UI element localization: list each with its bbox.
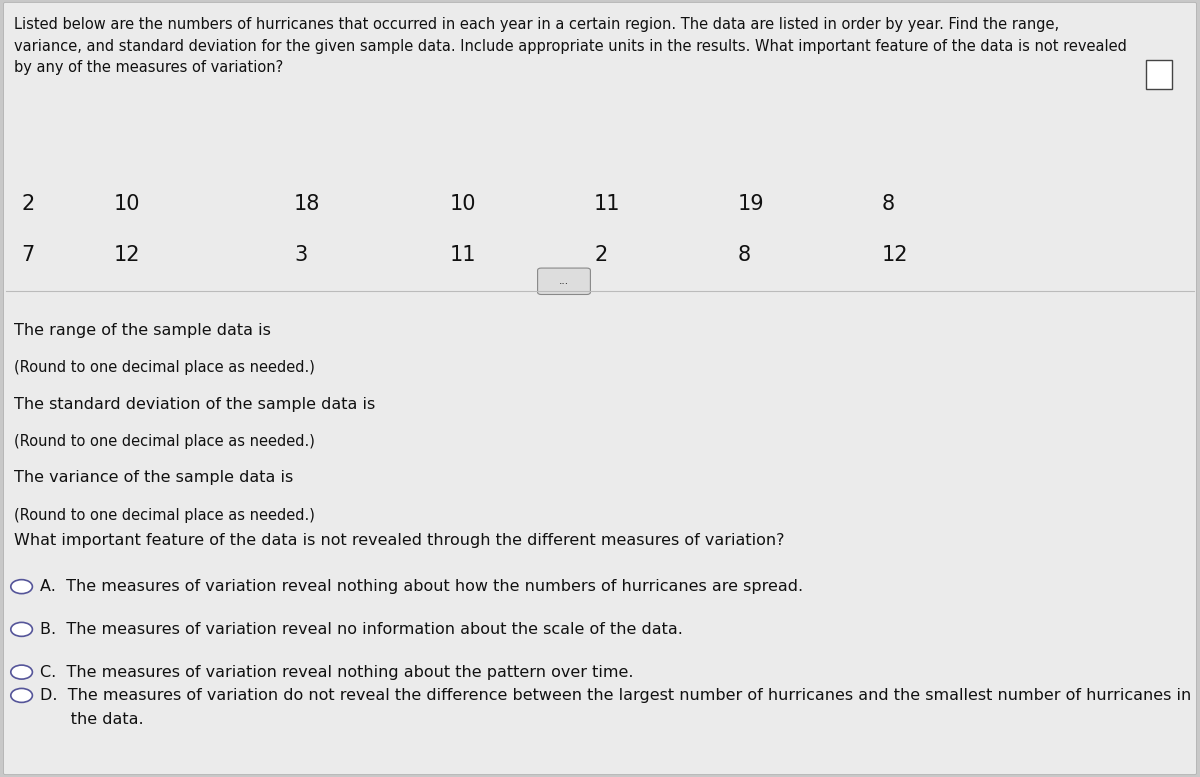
Text: B.  The measures of variation reveal no information about the scale of the data.: B. The measures of variation reveal no i…: [40, 622, 683, 637]
Text: Listed below are the numbers of hurricanes that occurred in each year in a certa: Listed below are the numbers of hurrican…: [14, 17, 1127, 75]
Bar: [1146, 60, 1172, 89]
Text: 8: 8: [882, 194, 895, 214]
Text: What important feature of the data is not revealed through the different measure: What important feature of the data is no…: [14, 532, 785, 548]
Circle shape: [11, 622, 32, 636]
Text: 2: 2: [594, 245, 607, 265]
Text: The range of the sample data is: The range of the sample data is: [14, 322, 271, 338]
Text: D.  The measures of variation do not reveal the difference between the largest n: D. The measures of variation do not reve…: [40, 688, 1190, 703]
Text: 11: 11: [594, 194, 620, 214]
FancyBboxPatch shape: [538, 268, 590, 294]
Text: 18: 18: [294, 194, 320, 214]
Text: A.  The measures of variation reveal nothing about how the numbers of hurricanes: A. The measures of variation reveal noth…: [40, 579, 803, 594]
Text: The variance of the sample data is: The variance of the sample data is: [14, 470, 294, 486]
Text: C.  The measures of variation reveal nothing about the pattern over time.: C. The measures of variation reveal noth…: [40, 664, 634, 680]
Circle shape: [11, 580, 32, 594]
Text: 3: 3: [294, 245, 307, 265]
Text: The standard deviation of the sample data is: The standard deviation of the sample dat…: [14, 396, 376, 412]
Text: (Round to one decimal place as needed.): (Round to one decimal place as needed.): [14, 434, 316, 449]
FancyBboxPatch shape: [4, 2, 1196, 775]
Text: ...: ...: [559, 277, 569, 286]
Text: 8: 8: [738, 245, 751, 265]
Circle shape: [11, 688, 32, 702]
Text: (Round to one decimal place as needed.): (Round to one decimal place as needed.): [14, 507, 316, 523]
Text: 10: 10: [450, 194, 476, 214]
Text: 2: 2: [22, 194, 35, 214]
Circle shape: [11, 665, 32, 679]
Text: 19: 19: [738, 194, 764, 214]
Text: the data.: the data.: [40, 712, 143, 727]
Text: 12: 12: [882, 245, 908, 265]
Text: 12: 12: [114, 245, 140, 265]
Text: (Round to one decimal place as needed.): (Round to one decimal place as needed.): [14, 360, 316, 375]
Text: 11: 11: [450, 245, 476, 265]
Text: 10: 10: [114, 194, 140, 214]
Text: 7: 7: [22, 245, 35, 265]
